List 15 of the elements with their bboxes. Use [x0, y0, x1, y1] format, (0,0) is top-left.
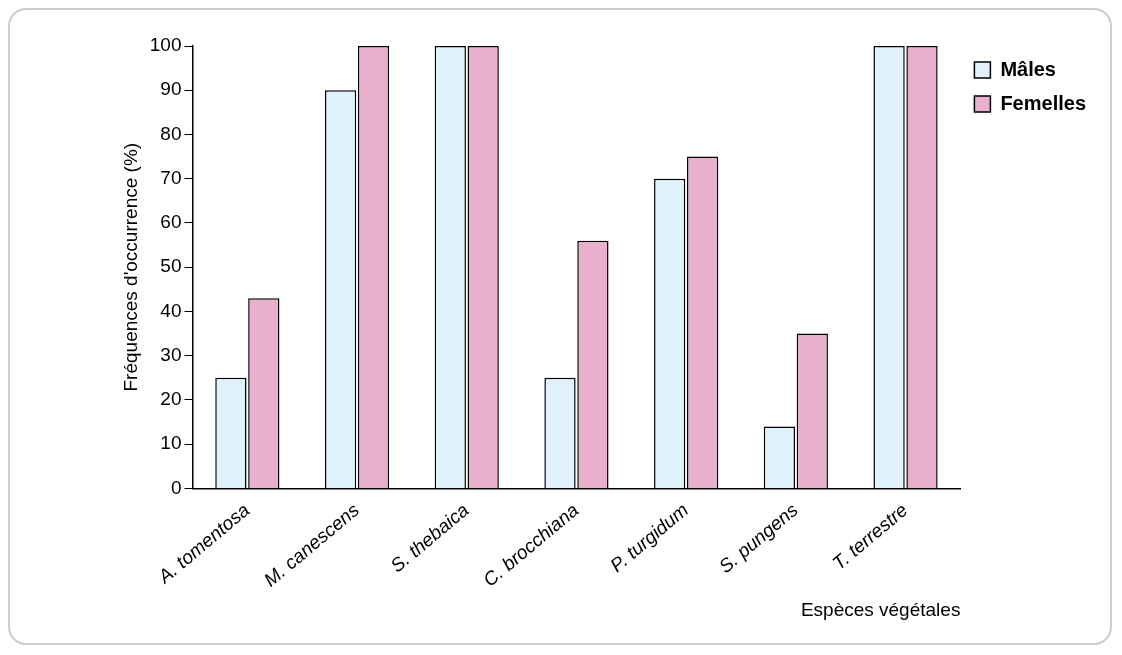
y-tick-label: 90	[160, 78, 182, 100]
y-tick-label: 80	[160, 122, 182, 144]
y-axis-title: Fréquences d'occurrence (%)	[119, 142, 141, 392]
legend-label: Mâles	[1000, 57, 1056, 80]
y-tick-label: 40	[160, 299, 182, 321]
y-tick-label: 70	[160, 166, 182, 188]
y-tick-label: 100	[149, 34, 182, 56]
legend-label: Femelles	[1000, 91, 1086, 114]
y-tick-label: 0	[170, 476, 182, 498]
y-tick-label: 20	[160, 388, 182, 410]
y-tick-label: 50	[160, 255, 182, 277]
y-tick-label: 60	[160, 211, 182, 233]
y-tick-label: 30	[160, 343, 182, 365]
y-tick-label: 10	[160, 432, 182, 454]
x-axis-title: Espèces végétales	[800, 598, 961, 620]
